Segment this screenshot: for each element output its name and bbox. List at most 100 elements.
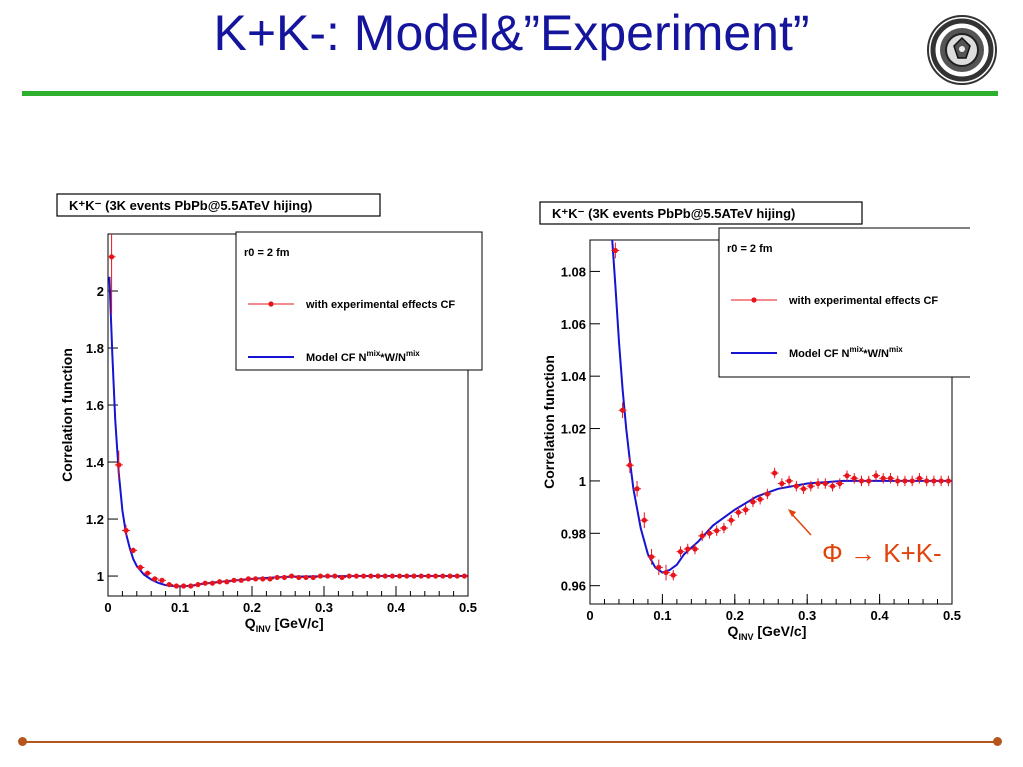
data-point (837, 480, 843, 487)
data-point (887, 475, 894, 481)
data-point (815, 480, 821, 487)
x-tick-label: 0.4 (871, 608, 890, 623)
legend-header: r0 = 2 fm (727, 243, 773, 255)
data-point (851, 475, 857, 481)
data-point (130, 547, 136, 553)
chart-right-svg: K⁺K⁻ (3K events PbPb@5.5ATeV hijing) 0 0.1… (539, 201, 970, 642)
data-point (389, 573, 395, 579)
legend-marker-point (751, 297, 757, 303)
data-point (397, 573, 403, 579)
data-point (612, 247, 618, 254)
y-tick-label: 1.6 (86, 398, 104, 413)
legend-marker-point (268, 301, 274, 307)
data-point (670, 572, 676, 578)
x-tick-label: 0.2 (726, 608, 744, 623)
data-point (145, 570, 151, 576)
data-point (786, 478, 792, 484)
data-point (764, 491, 770, 497)
x-tick-label: 0 (586, 608, 593, 623)
data-point (880, 475, 886, 481)
data-point (895, 478, 901, 484)
legend-box (235, 231, 483, 371)
y-tick-label: 1.8 (86, 341, 104, 356)
legend-header: r0 = 2 fm (244, 247, 290, 259)
data-point (808, 483, 814, 489)
data-point (685, 546, 691, 552)
data-point (425, 573, 431, 579)
data-point (800, 486, 807, 492)
y-tick-label: 0.96 (561, 579, 586, 594)
data-point (714, 528, 720, 534)
data-point (382, 573, 388, 579)
data-point (296, 574, 302, 581)
data-point (663, 569, 669, 576)
data-point (757, 496, 763, 502)
annotation-arrowhead (788, 509, 796, 517)
legend-item-model: Model CF Nmix*W/Nmix (306, 349, 420, 364)
data-point (353, 573, 359, 579)
data-point (325, 573, 331, 579)
data-point (721, 525, 727, 531)
data-point (281, 574, 287, 581)
data-point (231, 577, 237, 583)
phi-annotation: Φ → K+K- (822, 538, 942, 568)
x-axis-label: QINV [GeV/c] (245, 615, 324, 634)
y-tick-label: 2 (97, 284, 104, 299)
data-point (772, 470, 778, 476)
data-point (902, 478, 908, 484)
data-point (317, 573, 323, 579)
data-point (844, 473, 850, 479)
data-point (411, 573, 417, 579)
data-point (116, 462, 122, 468)
data-point (735, 509, 742, 515)
data-point (750, 499, 756, 505)
legend-item-experimental: with experimental effects CF (305, 299, 455, 311)
data-point (454, 573, 460, 579)
y-tick-label: 1.2 (86, 512, 104, 527)
y-tick-label: 1.06 (561, 317, 586, 332)
data-point (916, 475, 923, 481)
title-underline (22, 91, 998, 96)
data-point (706, 530, 713, 536)
y-tick-label: 1 (97, 569, 104, 584)
data-point (822, 480, 828, 487)
x-tick-label: 0.3 (798, 608, 816, 623)
data-point (924, 478, 930, 484)
data-point (109, 254, 115, 260)
data-point (303, 574, 309, 581)
x-tick-label: 0.4 (387, 600, 406, 615)
data-point (627, 462, 633, 468)
data-point (209, 580, 215, 586)
y-tick-label: 1 (579, 474, 586, 489)
x-tick-label: 0.1 (653, 608, 671, 623)
data-point (173, 583, 179, 589)
data-point (361, 573, 367, 579)
data-point (404, 573, 410, 579)
data-point (418, 573, 424, 579)
data-point (159, 577, 165, 583)
data-point (152, 576, 158, 582)
y-tick-label: 0.98 (561, 526, 586, 541)
data-point (368, 573, 374, 579)
y-tick-label: 1.08 (561, 264, 586, 279)
x-tick-label: 0.3 (315, 600, 333, 615)
chart-title-box (56, 193, 381, 217)
data-point (339, 574, 345, 581)
data-point (181, 583, 187, 589)
data-point (238, 577, 244, 583)
data-point (634, 486, 640, 492)
chart-title: K⁺K⁻ (3K events PbPb@5.5ATeV hijing) (552, 206, 795, 221)
data-point (677, 549, 684, 555)
x-tick-label: 0 (104, 600, 111, 615)
y-tick-label: 1.04 (561, 369, 587, 384)
data-point (123, 527, 129, 534)
data-point (641, 517, 647, 523)
data-point (931, 478, 937, 484)
data-point (310, 574, 316, 581)
footer-rule (22, 741, 998, 743)
x-tick-label: 0.2 (243, 600, 261, 615)
y-axis-label: Correlation function (541, 355, 557, 489)
data-point (217, 579, 223, 585)
data-point (440, 573, 446, 579)
data-point (332, 573, 338, 579)
